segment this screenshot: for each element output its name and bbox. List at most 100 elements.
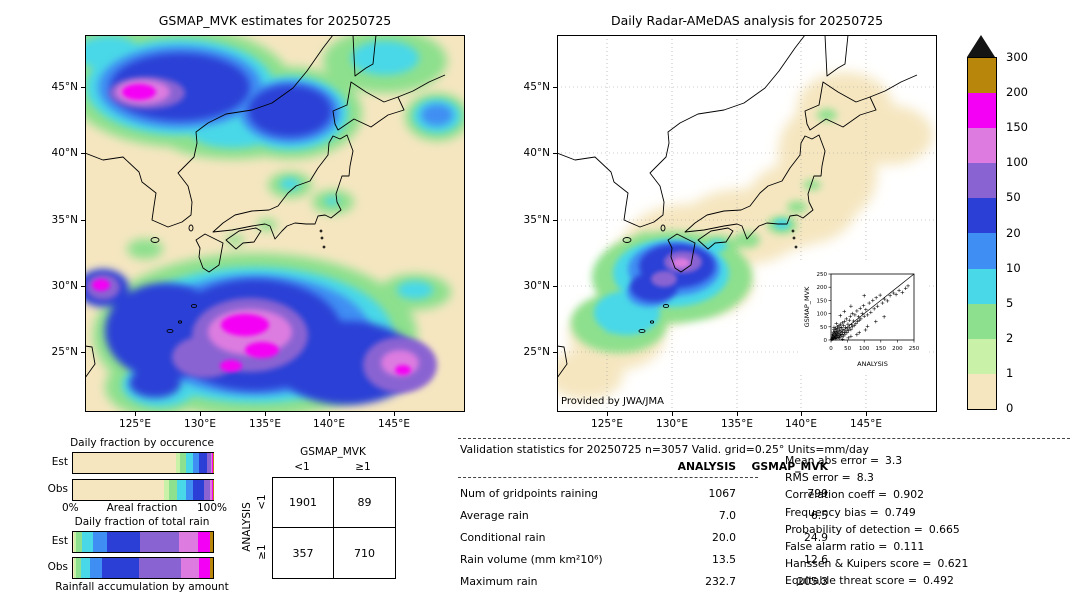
gsmap-value: 12.6: [803, 552, 828, 566]
total-rain-est-label: Est: [51, 535, 68, 547]
contingency-row-label-lt1: <1: [256, 494, 268, 510]
validation-rows: Num of gridpoints raining 1067 799 Avera…: [460, 482, 828, 592]
validation-col-gsmap: GSMAP_MVK: [751, 460, 828, 473]
validation-title: Validation statistics for 20250725 n=305…: [460, 443, 869, 456]
row-label: Num of gridpoints raining: [460, 486, 599, 500]
svg-text:200: 200: [817, 285, 828, 291]
total-rain-title: Daily fraction of total rain: [74, 516, 210, 528]
score-label: RMS error =: [785, 471, 851, 485]
row-label: Conditional rain: [460, 530, 546, 544]
gsmap-value: 205.3: [797, 574, 828, 588]
total-rain-est-bar: [72, 531, 214, 553]
score-line: Equitable threat score = 0.492: [785, 572, 968, 589]
analysis-value: 232.7: [705, 574, 736, 588]
score-label: Frequency bias =: [785, 505, 879, 519]
contingency-col-group: GSMAP_MVK: [300, 446, 366, 458]
contingency-cell: 357: [273, 528, 334, 578]
table-row: Maximum rain 232.7 205.3: [460, 570, 828, 592]
svg-text:0: 0: [824, 338, 828, 344]
score-line: Correlation coeff = 0.902: [785, 486, 968, 503]
score-value: 0.492: [923, 574, 954, 588]
table-row: Num of gridpoints raining 1067 799: [460, 482, 828, 504]
svg-text:150: 150: [817, 298, 828, 304]
svg-text:250: 250: [909, 346, 920, 352]
contingency-table: 1901 89 357 710: [272, 477, 396, 579]
score-line: RMS error = 8.3: [785, 469, 968, 486]
occurrence-est-bar: [72, 452, 214, 474]
analysis-value: 1067: [708, 486, 736, 500]
score-line: Mean abs error = 3.3: [785, 452, 968, 469]
occurrence-obs-label: Obs: [47, 483, 68, 495]
right-map: ANALYSIS GSMAP_MVK 00 50 50 100 100 150 150 200…: [557, 35, 937, 412]
svg-text:0: 0: [829, 346, 833, 352]
contingency-cell: 1901: [273, 478, 334, 528]
score-value: 0.902: [893, 488, 924, 502]
fractions-footer: Rainfall accumulation by amount: [55, 581, 229, 593]
scatter-inset: ANALYSIS GSMAP_MVK 00 50 50 100 100 150 150 200…: [800, 261, 927, 373]
left-map: [85, 35, 465, 412]
score-value: 0.621: [937, 557, 969, 571]
divider-top: [458, 438, 1070, 439]
score-label: Hanssen & Kuipers score =: [785, 557, 932, 571]
gsmap-value: 24.9: [803, 530, 828, 544]
right-map-title: Daily Radar-AMeDAS analysis for 20250725: [610, 13, 884, 28]
total-rain-obs-label: Obs: [47, 561, 68, 573]
gsmap-value: 6.5: [810, 508, 828, 522]
colorbar-labels: 300 200 150 100 50 20 10 5 2 1 0: [1006, 50, 1028, 415]
analysis-value: 20.0: [711, 530, 736, 544]
left-map-precipitation-field: [85, 35, 465, 412]
score-label: Equitable threat score =: [785, 574, 917, 588]
analysis-value: 13.5: [711, 552, 736, 566]
credit-text: Provided by JWA/JMA: [561, 396, 664, 407]
score-value: 3.3: [885, 454, 903, 467]
axis-0-label: 0%: [61, 502, 79, 514]
contingency-cell: 89: [334, 478, 395, 528]
row-label: Rain volume (mm km²10⁶): [460, 552, 603, 566]
score-label: Correlation coeff =: [785, 488, 888, 502]
score-label: Probability of detection =: [785, 522, 923, 536]
svg-text:50: 50: [820, 325, 827, 331]
svg-text:100: 100: [817, 312, 828, 318]
svg-text:250: 250: [817, 272, 828, 278]
colorbar: 300 200 150 100 50 20 10 5 2 1 0: [966, 35, 1080, 415]
occurrence-title: Daily fraction by occurence: [70, 437, 214, 449]
right-map-border: [557, 35, 937, 412]
colorbar-segments: [967, 57, 997, 410]
scatter-ylabel: GSMAP_MVK: [803, 286, 811, 327]
occurrence-est-label: Est: [51, 456, 68, 468]
score-line: Probability of detection = 0.665: [785, 521, 968, 538]
total-rain-obs-bar: [72, 557, 214, 579]
axis-100-label: 100%: [196, 502, 228, 514]
scatter-points-layer: 00 50 50 100 100 150 150 200 200 250 250: [817, 272, 920, 352]
validation-col-analysis: ANALYSIS: [677, 460, 736, 473]
colorbar-over-triangle: [967, 35, 995, 57]
occurrence-obs-bar: [72, 479, 214, 501]
svg-text:200: 200: [892, 346, 903, 352]
score-value: 8.3: [856, 471, 874, 485]
score-label: Mean abs error =: [785, 454, 879, 467]
score-line: Hanssen & Kuipers score = 0.621: [785, 555, 968, 572]
left-map-border: [85, 35, 465, 412]
svg-text:100: 100: [859, 346, 870, 352]
score-value: 0.749: [884, 505, 916, 519]
contingency-cell: 710: [354, 546, 375, 560]
table-row: Conditional rain 20.0 24.9: [460, 526, 828, 548]
score-line: False alarm ratio = 0.111: [785, 538, 968, 555]
score-line: Frequency bias = 0.749: [785, 504, 968, 521]
validation-header-row: ANALYSIS GSMAP_MVK: [460, 460, 828, 476]
contingency-row-label-ge1: ≥1: [256, 544, 268, 560]
svg-text:50: 50: [844, 346, 851, 352]
row-label: Maximum rain: [460, 574, 538, 588]
score-list: Mean abs error = 3.3 RMS error = 8.3 Corre…: [785, 452, 968, 590]
scatter-xlabel: ANALYSIS: [857, 360, 888, 368]
axis-center-label: Areal fraction: [106, 502, 178, 514]
score-value: 0.665: [928, 522, 960, 536]
analysis-value: 7.0: [718, 508, 736, 522]
row-label: Average rain: [460, 508, 529, 522]
table-row: Rain volume (mm km²10⁶) 13.5 12.6: [460, 548, 828, 570]
gsmap-value: 799: [807, 486, 828, 500]
divider-header: [458, 477, 758, 478]
contingency-col-label-lt1: <1: [294, 461, 310, 473]
score-label: False alarm ratio =: [785, 540, 888, 554]
